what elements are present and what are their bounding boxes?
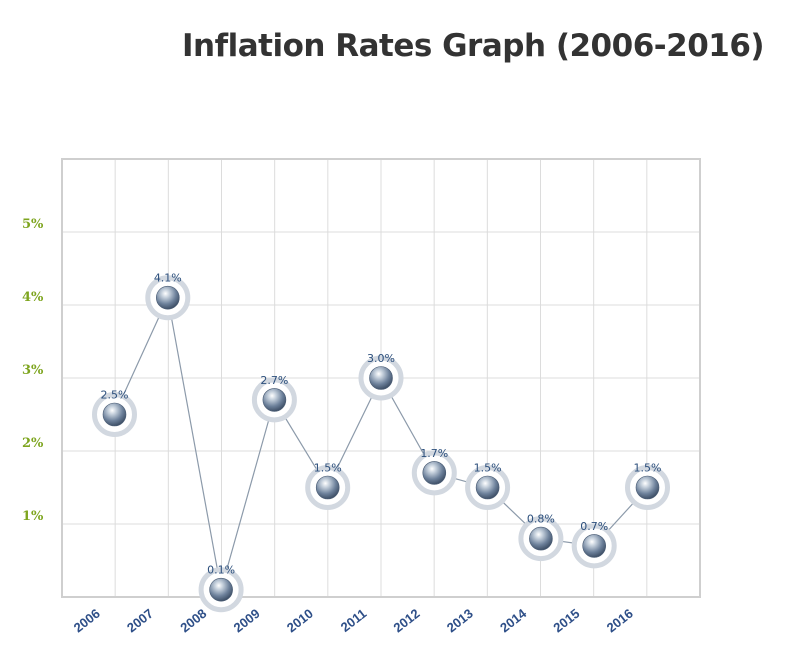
y-tick-label: 5%	[22, 217, 44, 232]
x-tick-label: 2010	[284, 606, 316, 636]
data-label: 2.7%	[260, 374, 288, 387]
data-label: 1.5%	[634, 462, 662, 475]
data-label: 0.1%	[207, 564, 235, 577]
data-point	[369, 366, 393, 390]
chart-title: Inflation Rates Graph (2006-2016)	[182, 28, 765, 64]
data-point	[209, 577, 233, 602]
data-label: 1.5%	[314, 462, 342, 475]
x-tick-label: 2016	[604, 606, 636, 636]
data-point	[156, 285, 180, 310]
y-tick-label: 2%	[22, 436, 44, 451]
data-label: 1.5%	[474, 462, 502, 475]
y-tick-label: 3%	[22, 363, 44, 378]
y-axis: 1% 2% 3% 4% 5%	[22, 217, 44, 524]
x-axis: 2006 2007 2008 2009 2010 2011 2012 2013 2014 2015…	[71, 605, 636, 635]
series-markers	[92, 275, 670, 613]
data-point	[315, 475, 340, 500]
data-point	[262, 388, 287, 412]
y-tick-label: 1%	[22, 509, 44, 524]
data-labels: 2.5% 4.1% 0.1% 2.7% 1.5% 3.0% 1.7% 1.5% 0.8% 0.7%…	[101, 272, 662, 577]
y-tick-label: 4%	[22, 290, 44, 305]
x-tick-label: 2015	[550, 606, 582, 636]
x-tick-label: 2011	[338, 606, 369, 635]
data-label: 0.7%	[580, 520, 608, 533]
x-tick-label: 2012	[391, 606, 423, 636]
x-tick-label: 2013	[444, 606, 476, 636]
data-label: 4.1%	[154, 272, 182, 285]
data-point	[529, 526, 553, 551]
plot-border	[61, 158, 701, 598]
data-label: 1.7%	[420, 447, 448, 460]
x-tick-label: 2014	[497, 605, 530, 635]
data-point	[422, 461, 447, 485]
data-label: 2.5%	[101, 389, 129, 402]
data-point	[635, 475, 660, 500]
data-label: 0.8%	[527, 513, 555, 526]
data-point	[582, 534, 607, 558]
x-tick-label: 2009	[231, 606, 263, 636]
x-tick-label: 2007	[124, 606, 156, 636]
data-label: 3.0%	[367, 352, 395, 365]
data-point	[102, 402, 127, 427]
x-tick-label: 2006	[71, 606, 103, 636]
x-tick-label: 2008	[177, 606, 209, 636]
data-point	[475, 475, 500, 500]
